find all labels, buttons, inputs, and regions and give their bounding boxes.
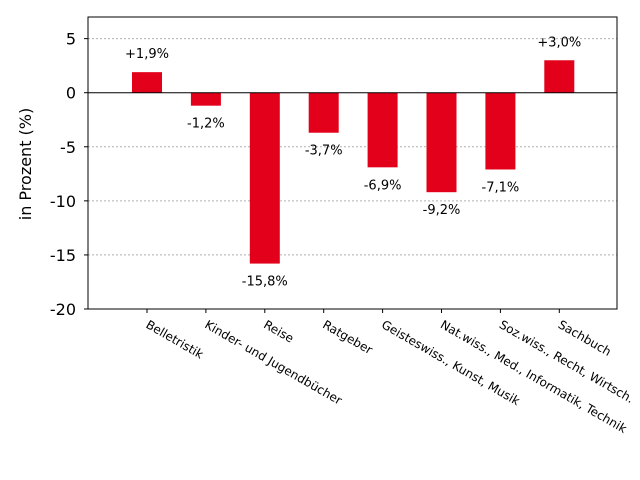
- plot-frame: [87, 16, 618, 310]
- bar: [426, 92, 457, 193]
- y-tick-label: -15: [50, 246, 76, 265]
- data-labels: +1,9% -1,2% -15,8% -3,7% -6,9% -9,2% -7,1% +3,0…: [125, 35, 581, 289]
- y-axis-label: in Prozent (%): [16, 108, 35, 220]
- y-tick-label: 5: [66, 30, 76, 49]
- data-label: -6,9%: [364, 178, 402, 193]
- bar: [308, 92, 339, 133]
- y-tick-label: -10: [50, 192, 76, 211]
- grid: [88, 38, 617, 310]
- data-label: +3,0%: [537, 35, 581, 50]
- y-tick-label: -5: [60, 138, 76, 157]
- y-tick-label: -20: [50, 300, 76, 319]
- data-label: -15,8%: [242, 275, 288, 290]
- x-tick-label: Ratgeber: [320, 317, 375, 357]
- x-tick-label: Belletristik: [144, 317, 206, 361]
- bar: [190, 92, 221, 106]
- data-label: -1,2%: [187, 117, 225, 132]
- data-label: -3,7%: [305, 144, 343, 159]
- y-tick-label: 0: [66, 84, 76, 103]
- x-tick-label: Reise: [261, 317, 296, 345]
- bar: [249, 92, 280, 264]
- data-label: -7,1%: [482, 180, 520, 195]
- bars: [132, 60, 575, 264]
- bar: [544, 60, 575, 93]
- bar: [132, 72, 162, 93]
- data-label: +1,9%: [125, 47, 169, 62]
- y-axis: 5 0 -5 -10 -15 -20: [50, 30, 88, 319]
- data-label: -9,2%: [423, 203, 461, 218]
- bar: [367, 92, 398, 168]
- bar: [485, 92, 516, 170]
